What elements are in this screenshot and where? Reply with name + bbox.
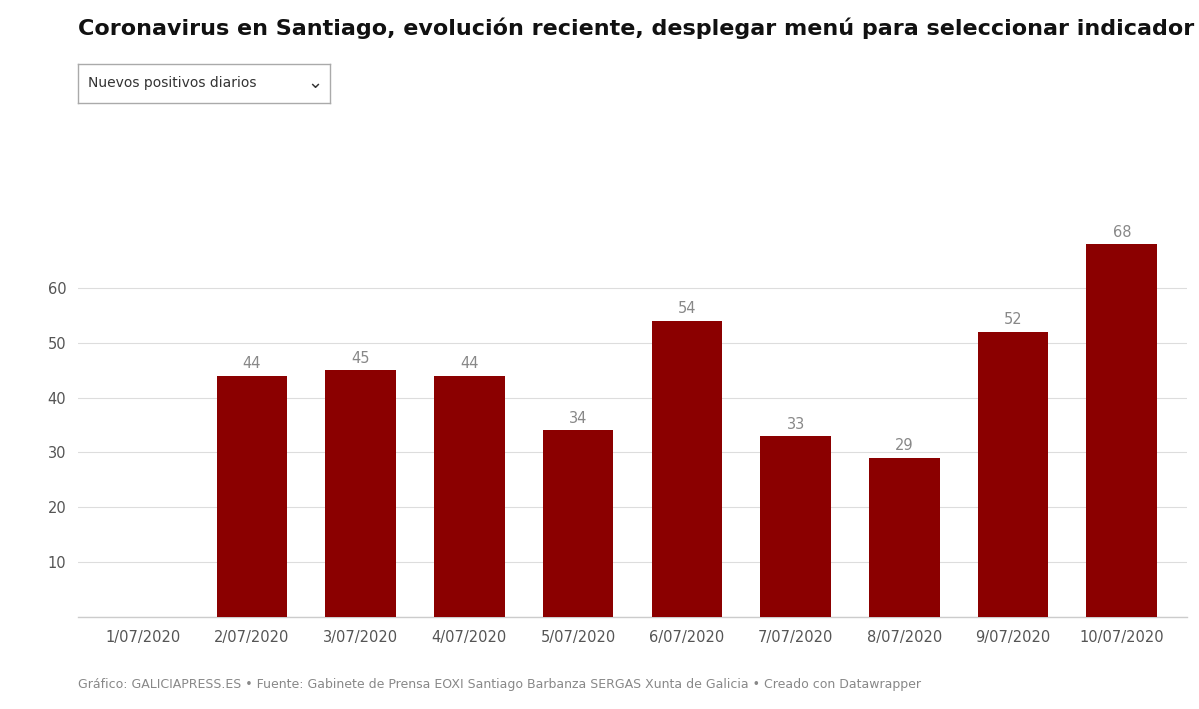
Text: 54: 54 xyxy=(677,301,697,316)
Text: 44: 44 xyxy=(242,356,261,372)
Bar xyxy=(760,436,831,617)
Text: 33: 33 xyxy=(787,416,805,432)
Bar xyxy=(543,430,614,617)
Text: 68: 68 xyxy=(1113,225,1131,240)
Text: 34: 34 xyxy=(568,411,588,426)
Bar xyxy=(325,370,396,617)
Text: 44: 44 xyxy=(460,356,478,372)
Text: Coronavirus en Santiago, evolución reciente, desplegar menú para seleccionar ind: Coronavirus en Santiago, evolución recie… xyxy=(78,18,1194,39)
Text: Nuevos positivos diarios: Nuevos positivos diarios xyxy=(88,77,257,90)
Text: Gráfico: GALICIAPRESS.ES • Fuente: Gabinete de Prensa EOXI Santiago Barbanza SER: Gráfico: GALICIAPRESS.ES • Fuente: Gabin… xyxy=(78,679,921,691)
Bar xyxy=(434,376,505,617)
Bar xyxy=(651,320,722,617)
Bar xyxy=(977,332,1048,617)
Bar xyxy=(1086,244,1157,617)
Text: 29: 29 xyxy=(894,438,914,454)
Bar xyxy=(217,376,288,617)
Bar xyxy=(869,458,940,617)
Text: 52: 52 xyxy=(1004,313,1023,328)
Text: ⌄: ⌄ xyxy=(307,74,323,92)
Text: 45: 45 xyxy=(351,351,369,366)
